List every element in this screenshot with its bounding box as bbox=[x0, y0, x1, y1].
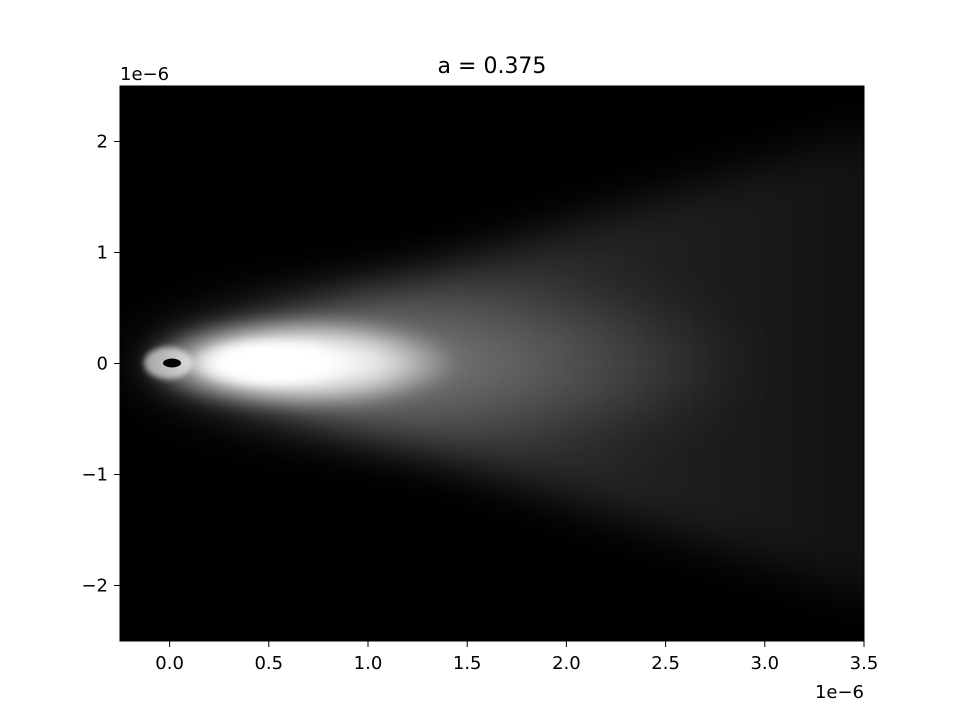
x-offset-text: 1e−6 bbox=[815, 682, 864, 703]
x-tick-label: 1.5 bbox=[453, 653, 482, 674]
y-tick-label: −1 bbox=[81, 465, 108, 486]
x-tick-label: 3.0 bbox=[750, 653, 779, 674]
x-tick-label: 2.0 bbox=[552, 653, 581, 674]
chart-title: a = 0.375 bbox=[438, 54, 547, 79]
heatmap-image bbox=[120, 86, 864, 641]
x-tick-label: 2.5 bbox=[651, 653, 680, 674]
y-tick-label: 1 bbox=[97, 243, 108, 264]
x-axis: 0.0 0.5 1.0 1.5 2.0 2.5 3.0 3.5 bbox=[155, 641, 878, 674]
y-axis: −2 −1 0 1 2 bbox=[81, 132, 120, 597]
heatmap-origin-spot bbox=[163, 358, 181, 368]
x-tick-label: 0.0 bbox=[155, 653, 184, 674]
heatmap-core bbox=[184, 336, 360, 390]
y-offset-text: 1e−6 bbox=[120, 64, 169, 85]
x-tick-label: 3.5 bbox=[850, 653, 879, 674]
y-tick-label: 0 bbox=[97, 354, 108, 375]
y-tick-label: −2 bbox=[81, 576, 108, 597]
y-tick-label: 2 bbox=[97, 132, 108, 153]
x-tick-label: 1.0 bbox=[354, 653, 383, 674]
x-tick-label: 0.5 bbox=[254, 653, 283, 674]
